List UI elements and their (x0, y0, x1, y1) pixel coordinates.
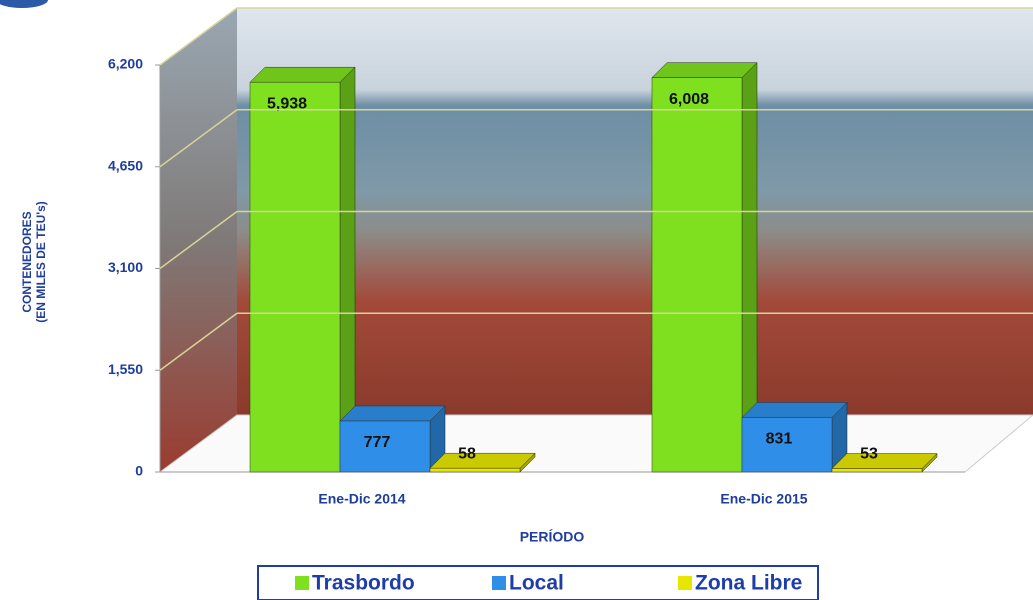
data-label: 58 (458, 445, 476, 462)
legend-swatch (678, 576, 692, 590)
bar (249, 81, 341, 473)
y-axis-title: CONTENEDORES (20, 211, 34, 312)
y-axis-title: (EN MILES DE TEU's) (34, 201, 48, 323)
legend (257, 565, 819, 600)
x-tick-label: Ene-Dic 2014 (318, 491, 405, 507)
y-tick-label: 6,200 (108, 56, 143, 72)
y-tick-label: 1,550 (108, 361, 143, 377)
y-tick-label: 4,650 (108, 157, 143, 173)
bar (651, 77, 743, 473)
bar-top (651, 62, 758, 78)
bar-top (741, 402, 848, 418)
x-axis-title: PERÍODO (520, 529, 585, 545)
logo (0, 0, 48, 8)
bar-top (249, 66, 356, 83)
data-label: 53 (860, 446, 878, 463)
grid-line (159, 109, 238, 168)
legend-label: Trasbordo (312, 572, 415, 595)
legend-label: Zona Libre (695, 572, 802, 595)
bar-top (429, 452, 536, 469)
bar (339, 420, 431, 473)
y-tick-label: 0 (135, 463, 143, 479)
grid-line (159, 210, 238, 270)
x-tick-label: Ene-Dic 2015 (720, 491, 807, 507)
bar (429, 467, 521, 473)
bar-top (831, 453, 938, 469)
bar (741, 417, 833, 473)
grid-line (159, 7, 238, 66)
legend-swatch (492, 576, 506, 590)
data-label: 777 (364, 434, 391, 451)
data-label: 831 (766, 431, 793, 448)
grid-line (159, 312, 238, 371)
bar-top (339, 405, 446, 422)
y-tick-label: 3,100 (108, 259, 143, 275)
bar (831, 468, 923, 473)
data-label: 6,008 (669, 91, 709, 108)
legend-label: Local (509, 572, 564, 595)
data-label: 5,938 (267, 95, 307, 112)
legend-swatch (295, 576, 309, 590)
